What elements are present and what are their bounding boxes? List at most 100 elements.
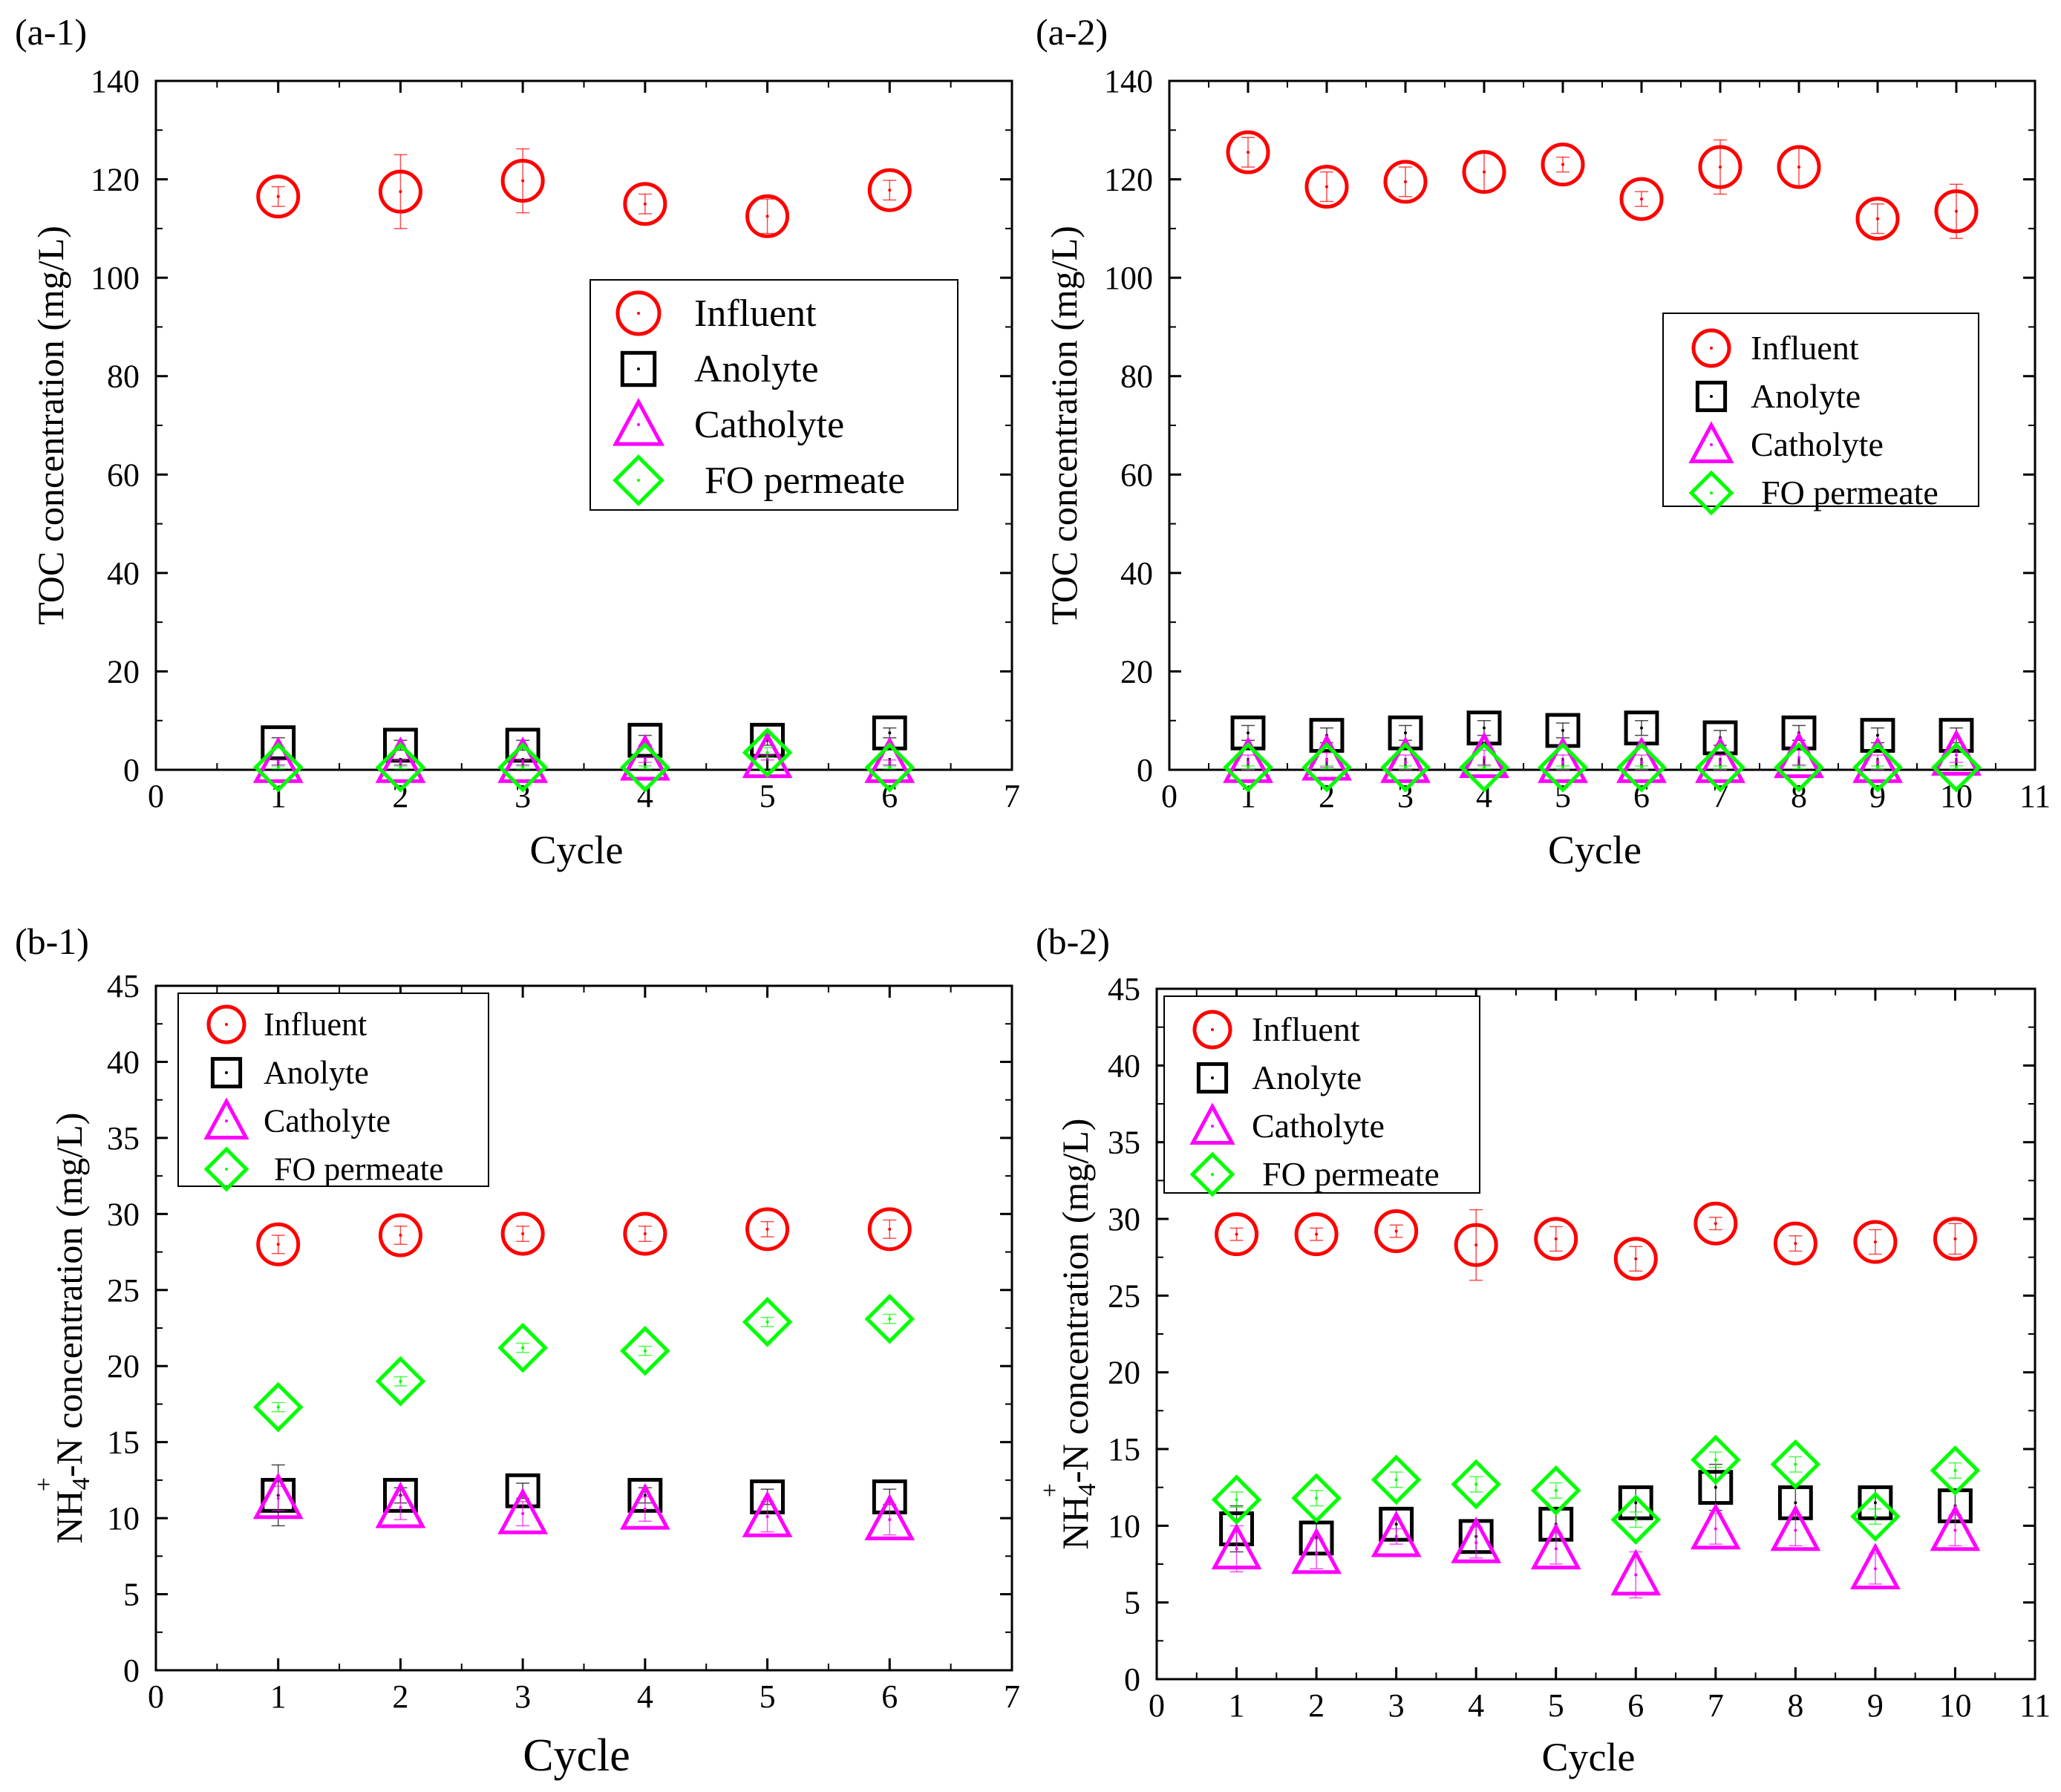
data-point xyxy=(1291,1527,1342,1574)
data-point xyxy=(1211,1474,1262,1525)
legend-marker xyxy=(1688,421,1734,463)
data-point xyxy=(623,1211,667,1256)
legend-label: Catholyte xyxy=(1252,1107,1385,1145)
data-point-dot xyxy=(643,1494,647,1497)
data-point-dot xyxy=(1873,1567,1877,1571)
y-tick-label: 0 xyxy=(1124,1661,1140,1698)
data-point xyxy=(1695,742,1745,793)
series-catholyte xyxy=(252,731,915,783)
series-fo-permeate xyxy=(252,1293,915,1433)
series-fo-permeate xyxy=(252,727,915,793)
data-point-dot xyxy=(1483,765,1486,769)
data-point xyxy=(1616,742,1667,793)
data-point xyxy=(1380,736,1431,783)
y-tick-label: 30 xyxy=(1108,1201,1140,1237)
y-axis-title: TOC concentration (mg/L) xyxy=(30,226,71,625)
data-point-dot xyxy=(1483,170,1486,174)
y-tick-label: 120 xyxy=(1104,162,1153,198)
data-point-dot xyxy=(1794,1501,1797,1505)
data-point xyxy=(1451,1459,1501,1510)
legend-marker xyxy=(615,290,662,336)
panel-label: (b-1) xyxy=(15,920,89,962)
legend-marker xyxy=(1691,328,1731,368)
data-point xyxy=(620,742,670,793)
data-point xyxy=(1850,1491,1901,1542)
data-point xyxy=(1462,150,1506,194)
x-tick-label: 2 xyxy=(392,1678,408,1715)
y-tick-label: 40 xyxy=(1108,1047,1140,1084)
y-axis: 0 5 10 15 20 25 30 35 40 45 xyxy=(1108,971,2035,1698)
data-point xyxy=(1931,742,1982,793)
legend-marker-dot xyxy=(1710,347,1713,350)
data-point-dot xyxy=(399,1234,402,1237)
data-point xyxy=(252,742,304,793)
series-influent xyxy=(256,148,912,238)
data-point-dot xyxy=(643,202,647,206)
x-axis-title: Cycle xyxy=(523,1730,630,1781)
x-tick-label: 8 xyxy=(1787,1687,1803,1724)
legend-marker xyxy=(620,350,657,387)
data-point-dot xyxy=(1714,1485,1717,1489)
y-tick-label: 15 xyxy=(107,1425,140,1461)
y-tick-label: 120 xyxy=(91,162,140,198)
data-point-dot xyxy=(1873,1240,1877,1243)
x-tick-label: 0 xyxy=(1149,1687,1165,1724)
data-point xyxy=(1454,1223,1498,1267)
data-point xyxy=(497,1322,548,1373)
series-anolyte xyxy=(1230,710,1974,756)
legend-marker xyxy=(613,454,664,506)
data-point xyxy=(1860,718,1895,753)
y-tick-label: 60 xyxy=(1120,457,1153,493)
data-point xyxy=(1380,742,1431,793)
data-point xyxy=(497,1488,549,1534)
legend-label: Anolyte xyxy=(1751,377,1861,415)
data-point-dot xyxy=(1876,765,1879,769)
data-point-dot xyxy=(1315,1551,1319,1555)
data-point-dot xyxy=(1315,1232,1319,1236)
y-tick-label: 25 xyxy=(1108,1278,1140,1314)
legend-marker-dot xyxy=(637,479,640,482)
data-point xyxy=(1773,1221,1817,1266)
data-point xyxy=(1530,1465,1581,1516)
data-point-dot xyxy=(1554,1547,1558,1551)
data-point xyxy=(620,1325,670,1376)
y-axis-title-ylabel_rest: -N concentration (mg/L) xyxy=(1054,1119,1096,1483)
y-tick-label: 0 xyxy=(123,1652,140,1689)
data-point xyxy=(1777,145,1821,189)
series-influent xyxy=(1226,130,1979,241)
data-point xyxy=(1309,718,1345,753)
x-tick-label: 4 xyxy=(1468,1687,1484,1724)
data-point-dot xyxy=(276,765,280,769)
x-axis-title: Cycle xyxy=(530,828,624,872)
y-axis-title-ylabel_sub: 4 xyxy=(68,1477,95,1490)
data-point-dot xyxy=(888,761,892,765)
legend-marker-dot xyxy=(637,423,640,426)
panel-b-2: (b-2)0 1 2 3 4 5 6 7 8 9 10 11051015202530354045Cyc… xyxy=(1036,920,2051,1779)
data-point-dot xyxy=(765,1320,769,1324)
data-point-dot xyxy=(521,1232,525,1235)
legend-marker-dot xyxy=(1710,491,1713,494)
data-point-dot xyxy=(643,1507,647,1511)
data-point xyxy=(1852,742,1903,793)
data-point xyxy=(375,742,426,793)
data-point-dot xyxy=(1394,1478,1398,1482)
y-axis: 0 20 40 60 80 100 120 140 xyxy=(1104,63,2035,788)
y-tick-label: 45 xyxy=(1108,971,1140,1007)
data-point-dot xyxy=(1953,1237,1957,1240)
data-point xyxy=(867,168,912,212)
panel-a-2: (a-2)0 1 2 3 4 5 6 7 8 9 10 11020406080100120140Cyc… xyxy=(1036,11,2051,872)
data-point xyxy=(627,722,663,758)
data-point-dot xyxy=(1640,726,1643,730)
y-axis-title: TOC concentration (mg/L) xyxy=(1043,226,1085,625)
legend-label: Influent xyxy=(264,1007,367,1043)
x-tick-label: 1 xyxy=(270,1678,287,1715)
data-point xyxy=(1853,1220,1898,1264)
x-tick-label: 7 xyxy=(1708,1687,1724,1724)
legend-marker xyxy=(210,1056,243,1089)
y-axis-title-ylabel_sup: + xyxy=(30,1477,58,1491)
data-point-dot xyxy=(765,215,769,218)
legend-label: Anolyte xyxy=(1252,1059,1362,1096)
data-point xyxy=(1774,742,1824,793)
x-tick-label: 10 xyxy=(1938,1687,1971,1724)
data-point xyxy=(619,1482,670,1530)
